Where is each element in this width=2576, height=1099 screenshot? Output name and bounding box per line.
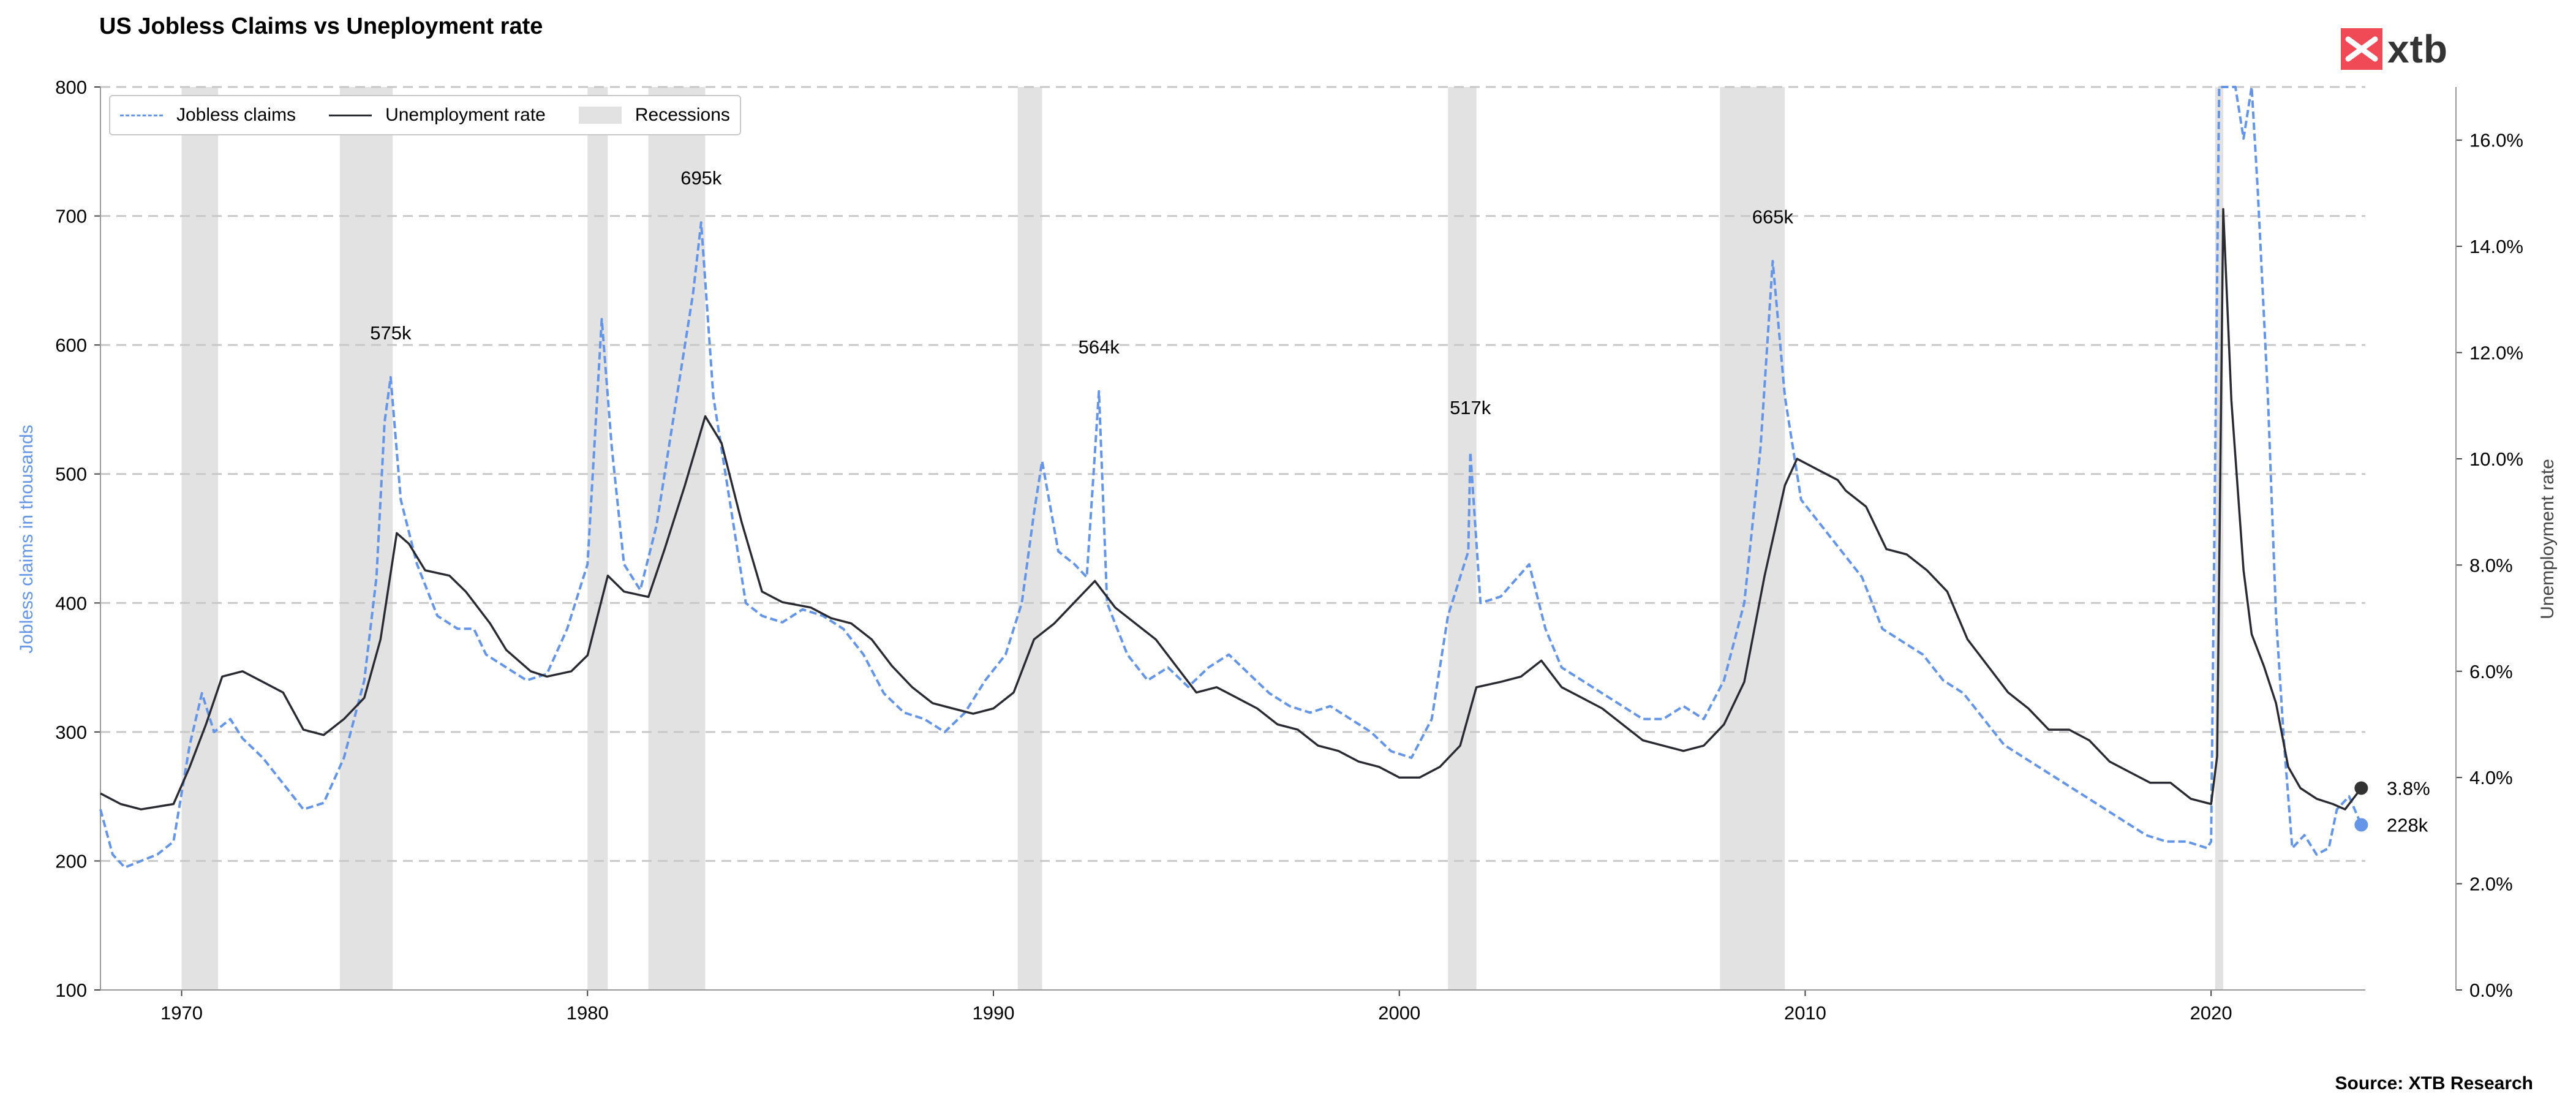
y-left-tick-label: 700	[55, 206, 87, 227]
end-marker-claims	[2354, 818, 2368, 832]
peak-annotation: 575k	[370, 322, 412, 344]
y-right-tick-label: 0.0%	[2469, 980, 2513, 1001]
recession-band-4	[1017, 87, 1042, 990]
y-left-tick-label: 600	[55, 334, 87, 356]
series-line-unemployment-rate	[100, 208, 2362, 810]
x-tick-label: 2010	[1784, 1002, 1826, 1024]
peak-annotation: 564k	[1079, 336, 1120, 358]
legend-item-recessions: Recessions	[578, 105, 730, 126]
recession-band-6	[1720, 87, 1785, 990]
y-right-tick-label: 14.0%	[2469, 236, 2523, 257]
y-right-tick-label: 10.0%	[2469, 448, 2523, 470]
chart-title: US Jobless Claims vs Uneployment rate	[99, 13, 543, 39]
x-tick-label: 2000	[1378, 1002, 1420, 1024]
source-note: Source: XTB Research	[2335, 1073, 2533, 1093]
x-tick-label: 1970	[160, 1002, 203, 1024]
y-right-tick-label: 2.0%	[2469, 874, 2513, 895]
end-label-unemployment: 3.8%	[2387, 778, 2430, 799]
y-left-tick-label: 400	[55, 592, 87, 614]
legend-item-unemployment: Unemployment rate	[329, 105, 546, 126]
logo-text: xtb	[2387, 27, 2448, 71]
y-right-tick-label: 12.0%	[2469, 342, 2523, 364]
legend-label-unemployment: Unemployment rate	[385, 105, 546, 125]
x-tick-label: 2020	[2190, 1002, 2232, 1024]
y-axis-left-label: Jobless claims in thousands	[17, 425, 37, 654]
y-left-tick-label: 100	[55, 980, 87, 1001]
y-left-tick-label: 200	[55, 850, 87, 872]
x-tick-label: 1980	[567, 1002, 609, 1024]
recession-band-2	[587, 87, 608, 990]
chart-legend: Jobless claims Unemployment rate Recessi…	[109, 95, 741, 135]
recession-band-1	[340, 87, 393, 990]
peak-annotation: 695k	[680, 167, 722, 189]
end-marker-unemployment	[2354, 781, 2368, 795]
logo-mark-icon	[2341, 28, 2382, 70]
legend-label-claims: Jobless claims	[176, 105, 296, 125]
x-tick-label: 1990	[973, 1002, 1015, 1024]
series-lines	[99, 86, 2363, 869]
peak-annotation: 665k	[1752, 206, 1794, 227]
grid-lines	[100, 86, 2365, 862]
recession-band-5	[1448, 87, 1477, 990]
legend-label-recessions: Recessions	[635, 105, 730, 125]
series-line-jobless-claims	[99, 86, 2363, 869]
end-label-claims: 228k	[2387, 814, 2428, 836]
recession-band-0	[181, 87, 219, 990]
recession-band-3	[648, 87, 706, 990]
y-right-tick-label: 16.0%	[2469, 130, 2523, 151]
y-left-tick-label: 800	[55, 77, 87, 98]
y-right-tick-label: 8.0%	[2469, 554, 2513, 576]
chart-labels: 575k 695k 564k 517k 665k 3.8% 228k	[370, 167, 2430, 836]
peak-annotation: 517k	[1450, 397, 1491, 418]
y-axis-right-label: Unemployment rate	[2537, 459, 2558, 619]
legend-swatch-unemployment	[329, 107, 372, 124]
y-left-tick-label: 500	[55, 464, 87, 485]
y-right-tick-label: 6.0%	[2469, 661, 2513, 682]
y-right-tick-label: 4.0%	[2469, 767, 2513, 788]
recession-bands	[181, 87, 2224, 990]
legend-swatch-recessions	[578, 107, 622, 124]
xtb-logo: xtb	[2341, 26, 2448, 72]
y-left-tick-label: 300	[55, 722, 87, 743]
legend-item-claims: Jobless claims	[120, 105, 296, 126]
legend-swatch-claims	[120, 107, 163, 124]
axes: 100 200 300 400 500 600 700 800 0.0% 2.0% 4.0% 6.0%…	[55, 77, 2523, 1024]
